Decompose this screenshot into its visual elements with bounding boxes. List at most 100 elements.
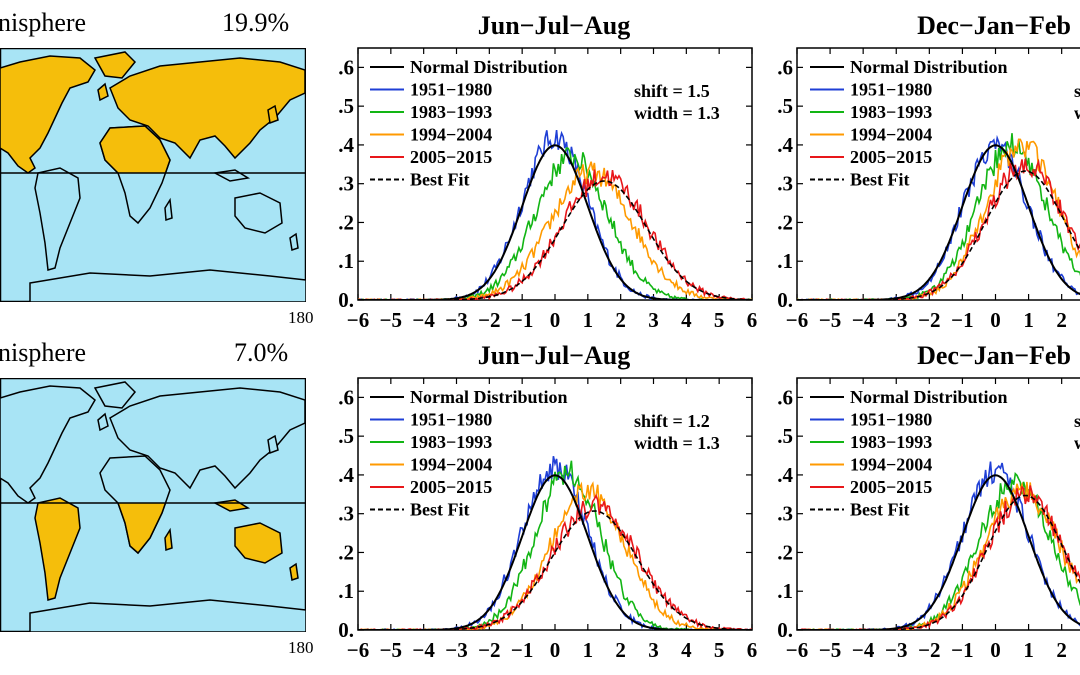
x-tick-label: −4 [412, 308, 435, 332]
chart-title: Jun−Jul−Aug [478, 341, 630, 370]
legend-label: 1983−1993 [410, 102, 492, 122]
annotation-text: width = 1.3 [634, 433, 720, 453]
legend-label: 2005−2015 [850, 477, 932, 497]
continent-antarctica [29, 269, 306, 302]
y-tick-label: .1 [338, 579, 354, 603]
y-tick-label: .6 [777, 385, 793, 409]
x-tick-label: 4 [681, 638, 692, 662]
continent-australia [234, 522, 283, 564]
x-tick-label: 2 [1056, 638, 1067, 662]
annotation-text: s [1074, 81, 1080, 101]
map-lon-label-bottom: 180 [288, 638, 314, 657]
legend-label: 1951−1980 [850, 410, 932, 430]
annotation-text: w [1074, 103, 1080, 123]
map-title-bottom: nisphere [0, 338, 87, 367]
x-tick-label: −6 [786, 638, 808, 662]
y-tick-label: .6 [338, 385, 354, 409]
legend-label: Best Fit [410, 170, 469, 190]
x-tick-label: 2 [615, 308, 626, 332]
continent-southAmerica [34, 497, 81, 601]
y-tick-label: .3 [338, 502, 354, 526]
y-tick-label: .5 [338, 424, 354, 448]
y-tick-label: .4 [777, 463, 793, 487]
annotation-text: width = 1.3 [634, 103, 720, 123]
map-top [0, 48, 306, 302]
x-tick-label: 2 [615, 638, 626, 662]
x-tick-label: −5 [819, 638, 841, 662]
continent-africa-highlight [116, 503, 167, 555]
x-tick-label: −1 [951, 638, 973, 662]
y-tick-label: .3 [777, 502, 793, 526]
x-tick-label: 3 [648, 638, 659, 662]
legend-label: 1983−1993 [850, 432, 932, 452]
y-tick-label: .1 [338, 249, 354, 273]
series-group [358, 130, 752, 300]
legend-label: 2005−2015 [410, 477, 492, 497]
y-tick-label: 0. [338, 618, 354, 642]
y-tick-label: .5 [777, 94, 793, 118]
y-tick-label: .2 [777, 540, 793, 564]
series-1994-2004 [797, 481, 1080, 630]
y-tick-label: .5 [338, 94, 354, 118]
x-tick-label: −3 [445, 308, 467, 332]
y-tick-label: .6 [338, 55, 354, 79]
legend-label: Best Fit [850, 500, 909, 520]
x-tick-label: −1 [511, 308, 533, 332]
continent-antarctica [29, 599, 306, 632]
x-tick-label: −2 [918, 308, 940, 332]
legend-label: 2005−2015 [410, 147, 492, 167]
x-tick-label: 3 [648, 308, 659, 332]
series-best-fit [797, 494, 1080, 630]
continent-japan [267, 104, 279, 125]
annotation-text: shift = 1.2 [634, 411, 710, 431]
legend-label: 1994−2004 [850, 125, 932, 145]
y-tick-label: 0. [338, 288, 354, 312]
series-group [797, 461, 1080, 630]
y-tick-label: .2 [777, 210, 793, 234]
legend-label: 1994−2004 [850, 455, 932, 475]
legend-label: 2005−2015 [850, 147, 932, 167]
legend-label: 1994−2004 [410, 455, 492, 475]
x-tick-label: −3 [445, 638, 467, 662]
x-tick-label: −6 [347, 308, 369, 332]
continent-uk [97, 82, 109, 102]
continent-nz [289, 562, 299, 581]
continent-madagascar [164, 527, 173, 552]
y-tick-label: .3 [777, 172, 793, 196]
x-tick-label: −2 [478, 638, 500, 662]
x-tick-label: 1 [1023, 308, 1034, 332]
continent-madagascar [164, 197, 173, 222]
x-tick-label: −1 [511, 638, 533, 662]
continent-nz [289, 232, 299, 251]
legend-label: 1951−1980 [410, 80, 492, 100]
annotation-text: shift = 1.5 [634, 81, 710, 101]
y-tick-label: .5 [777, 424, 793, 448]
x-tick-label: −6 [786, 308, 808, 332]
legend-label: 1951−1980 [850, 80, 932, 100]
legend-label: Normal Distribution [410, 57, 568, 77]
y-tick-label: .4 [338, 463, 354, 487]
legend-label: Best Fit [850, 170, 909, 190]
series-normal-distribution [797, 144, 1080, 300]
x-tick-label: 1 [583, 638, 594, 662]
legend-label: Normal Distribution [850, 57, 1008, 77]
continent-southAmerica [34, 167, 81, 271]
x-tick-label: 5 [714, 638, 725, 662]
series-best-fit [358, 180, 752, 300]
x-tick-label: 0 [550, 638, 561, 662]
continent-africa-highlight [99, 125, 171, 173]
x-tick-label: −4 [852, 638, 875, 662]
x-tick-label: 5 [714, 308, 725, 332]
series-1994-2004 [797, 138, 1080, 300]
legend-label: 1994−2004 [410, 125, 492, 145]
y-tick-label: .2 [338, 540, 354, 564]
y-tick-label: .6 [777, 55, 793, 79]
continent-eurasia [109, 57, 306, 160]
x-tick-label: 6 [747, 638, 758, 662]
legend-label: 1983−1993 [410, 432, 492, 452]
x-tick-label: 0 [990, 308, 1001, 332]
x-tick-label: −4 [852, 308, 875, 332]
